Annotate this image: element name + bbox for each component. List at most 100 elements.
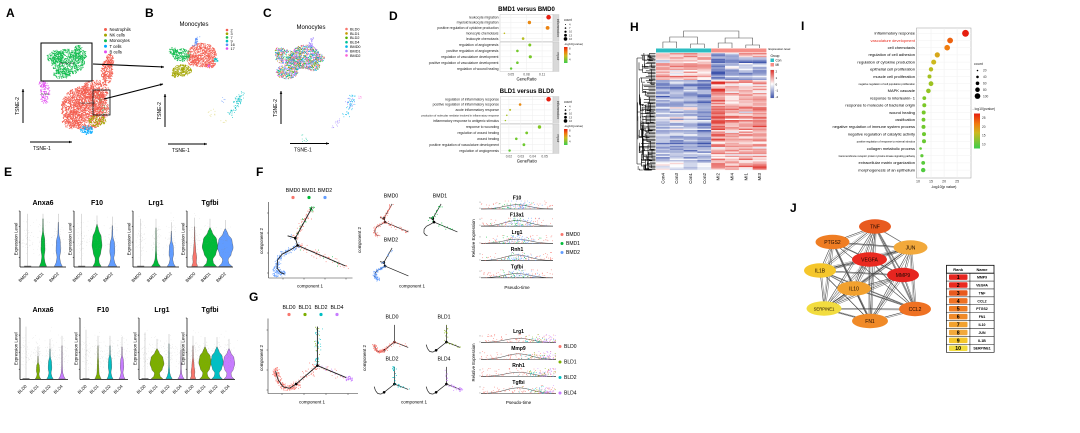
svg-text:25: 25 [982,116,986,120]
svg-text:80: 80 [983,88,987,92]
svg-text:inflammation: inflammation [556,101,560,119]
svg-text:BMD1 versus BMD0: BMD1 versus BMD0 [498,7,555,13]
svg-text:16: 16 [569,119,573,123]
svg-text:-log10(pvalue): -log10(pvalue) [564,124,583,128]
svg-text:8: 8 [957,330,960,336]
svg-text:BLD1: BLD1 [350,32,360,36]
svg-text:cell chemotaxis: cell chemotaxis [888,45,915,50]
svg-text:0.05: 0.05 [541,155,548,159]
svg-text:leukocyte migration: leukocyte migration [469,15,498,19]
svg-text:F10: F10 [97,307,109,314]
svg-text:F10: F10 [513,196,522,202]
svg-text:BLD4: BLD4 [350,41,360,45]
svg-text:negative regulation of catalyt: negative regulation of catalytic activit… [848,131,915,136]
svg-text:40: 40 [983,75,987,79]
svg-text:60: 60 [983,82,987,86]
svg-text:Pseudo-time: Pseudo-time [504,285,530,290]
svg-text:Tgfbi: Tgfbi [511,264,524,270]
svg-text:BMD0: BMD0 [286,188,301,194]
svg-text:response to molecule of bacter: response to molecule of bacterial origin [845,103,915,108]
svg-text:BMD0: BMD0 [566,232,580,238]
svg-text:C: C [263,6,272,20]
svg-text:-log10(p value): -log10(p value) [931,185,957,189]
svg-text:response to wounding: response to wounding [466,125,499,129]
svg-text:Expression Level: Expression Level [14,332,19,365]
svg-text:component 2: component 2 [259,228,264,255]
svg-text:H: H [630,20,639,34]
svg-text:Neutrophils: Neutrophils [110,27,131,32]
svg-text:FN1: FN1 [979,315,986,319]
svg-text:T cells: T cells [110,44,122,49]
svg-text:Name: Name [977,267,989,272]
svg-text:BLD2: BLD2 [315,305,328,311]
svg-text:Expression Level: Expression Level [14,223,19,256]
svg-text:B cells: B cells [41,92,49,96]
svg-text:F10: F10 [91,200,103,207]
svg-text:BMD0: BMD0 [384,194,399,200]
svg-text:VEGFA: VEGFA [976,284,988,288]
svg-text:component 2: component 2 [357,227,362,254]
svg-text:MI1: MI1 [743,172,748,180]
svg-text:regulation of cell adhesion: regulation of cell adhesion [869,52,915,57]
svg-text:Lrg1: Lrg1 [148,200,163,207]
svg-text:BMD2: BMD2 [318,188,333,194]
svg-text:MAPK cascade: MAPK cascade [888,88,916,93]
svg-text:MI2: MI2 [716,172,721,180]
svg-text:MMP9: MMP9 [977,276,987,280]
svg-text:I: I [801,19,804,33]
svg-text:wound healing: wound healing [889,110,915,115]
svg-text:BLD0: BLD0 [350,27,360,31]
svg-text:BMD1: BMD1 [566,241,580,247]
svg-text:Expression Level: Expression Level [127,223,132,256]
svg-text:Tgfbi: Tgfbi [512,380,525,386]
svg-text:IL10: IL10 [849,286,859,292]
svg-text:0.02: 0.02 [506,155,513,159]
svg-text:Group: Group [771,54,780,58]
svg-text:GeneRatio: GeneRatio [517,159,538,164]
svg-text:Con2: Con2 [702,173,707,184]
svg-text:component 2: component 2 [362,345,367,372]
svg-text:negative regulation of cell po: negative regulation of cell population p… [859,82,916,86]
svg-text:JUN: JUN [906,245,916,251]
svg-text:Monocytes: Monocytes [60,61,75,65]
svg-text:component 2: component 2 [259,345,264,372]
svg-text:vasculature development: vasculature development [871,38,916,43]
svg-text:TNF: TNF [870,224,880,230]
svg-text:Relative Expression: Relative Expression [471,343,476,382]
svg-text:100: 100 [983,94,989,98]
svg-text:TSNE-2: TSNE-2 [157,102,163,120]
svg-text:BLD0: BLD0 [283,305,296,311]
svg-text:morphogenesis of an epithelium: morphogenesis of an epithelium [858,167,915,172]
svg-text:NK cells: NK cells [110,33,125,38]
svg-text:BLD1: BLD1 [438,315,451,321]
svg-text:CCL2: CCL2 [909,307,922,313]
svg-text:TSNE-1: TSNE-1 [33,146,51,152]
svg-text:20: 20 [942,180,946,184]
svg-text:positive regulation of inflamm: positive regulation of inflammatory resp… [433,103,499,107]
svg-text:BMD0: BMD0 [350,45,361,49]
svg-text:regulation of angiogenesis: regulation of angiogenesis [459,43,499,47]
svg-text:TSNE-2: TSNE-2 [273,99,279,117]
svg-text:component 1: component 1 [399,284,426,289]
svg-text:wound healing: wound healing [477,137,499,141]
svg-text:5: 5 [957,307,960,313]
svg-text:epithelial cell proliferation: epithelial cell proliferation [870,67,915,72]
svg-text:J: J [790,201,797,215]
svg-text:0.11: 0.11 [539,73,545,77]
svg-text:Lrg1: Lrg1 [513,329,524,335]
svg-text:MMP9: MMP9 [896,273,911,279]
svg-text:BLD2: BLD2 [564,375,577,381]
svg-text:regulation of wound healing: regulation of wound healing [457,67,499,71]
svg-text:PTGS2: PTGS2 [824,240,841,246]
svg-text:component 1: component 1 [297,284,324,289]
svg-text:Expression Level: Expression Level [68,223,73,256]
svg-text:A: A [6,6,15,20]
svg-text:TSNE-1: TSNE-1 [172,148,190,154]
svg-text:positive regulation of vascula: positive regulation of vasculature devel… [429,61,499,65]
svg-text:F13a1: F13a1 [510,213,524,219]
svg-text:acute inflammatory response: acute inflammatory response [455,108,499,112]
svg-text:F: F [256,165,263,179]
svg-text:TSNE-1: TSNE-1 [294,148,312,154]
svg-text:regulation of inflammatory res: regulation of inflammatory response [445,97,499,101]
svg-text:Lrg1: Lrg1 [154,307,169,314]
